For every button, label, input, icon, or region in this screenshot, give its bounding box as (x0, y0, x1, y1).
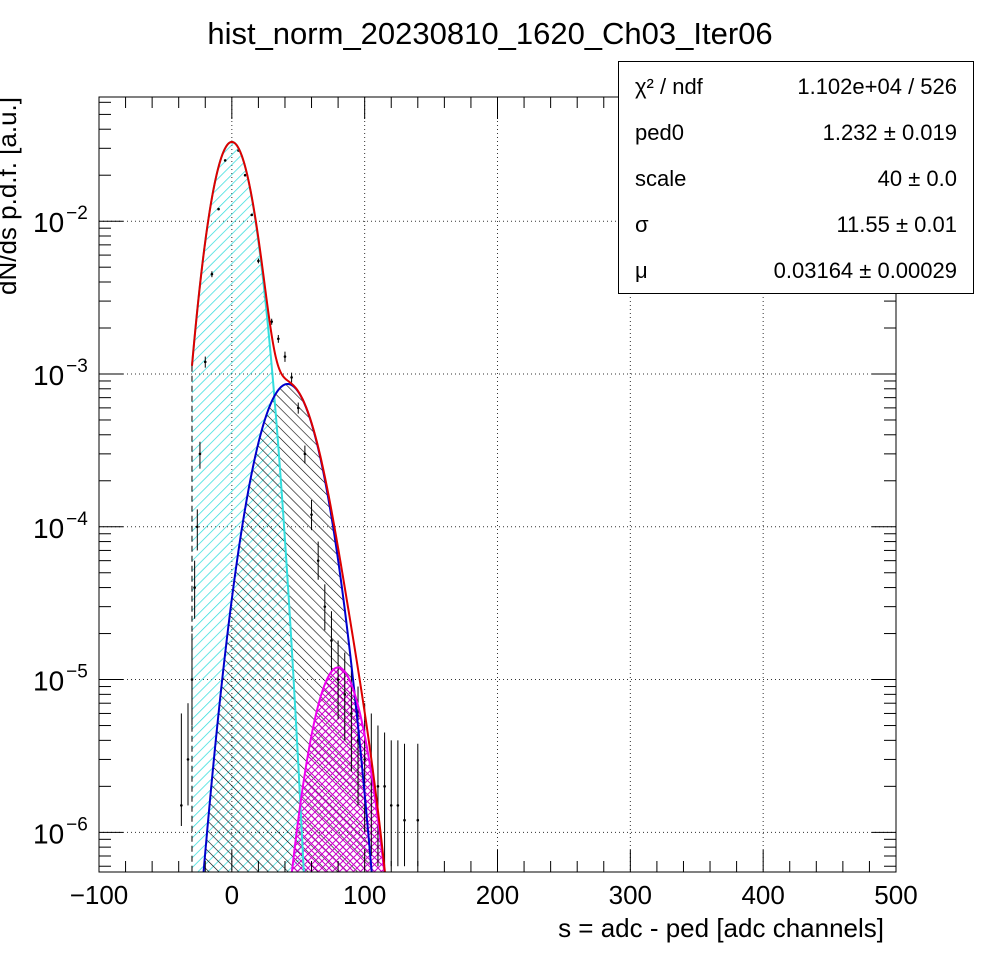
data-point (323, 605, 327, 608)
stats-value: 1.232 ± 0.019 (822, 120, 957, 145)
data-point (389, 804, 393, 807)
x-tick-label: 400 (741, 880, 784, 910)
data-point (316, 559, 320, 562)
stats-row: χ² / ndf 1.102e+04 / 526 (619, 62, 973, 108)
stats-value: 1.102e+04 / 526 (797, 74, 957, 99)
stats-value: 0.03164 ± 0.00029 (773, 258, 957, 283)
data-point (303, 452, 307, 456)
component-curve-2-p-e- (290, 666, 386, 872)
x-tick-label: 200 (476, 880, 519, 910)
data-point (350, 712, 353, 715)
chart-title: hist_norm_20230810_1620_Ch03_Iter06 (207, 16, 772, 51)
y-tick-exponent: −2 (66, 203, 88, 224)
stats-name: ped0 (635, 120, 684, 145)
data-point (186, 758, 190, 761)
data-point (396, 804, 400, 807)
stats-row: scale 40 ± 0.0 (619, 154, 973, 200)
x-tick-label: 100 (343, 880, 386, 910)
stats-name: scale (635, 166, 687, 191)
component-fills (191, 141, 385, 872)
stats-value: 11.55 ± 0.01 (836, 212, 957, 237)
data-point (290, 376, 293, 379)
total-fit-curve (190, 140, 386, 872)
y-tick-exponent: −3 (66, 356, 88, 377)
data-point (296, 406, 300, 410)
fit-curves (190, 140, 386, 872)
data-point (193, 586, 196, 589)
data-point (180, 804, 183, 807)
data-point (217, 207, 220, 211)
y-tick-label: 10 −6 (33, 814, 88, 849)
data-point (250, 213, 254, 217)
stats-row: σ 11.55 ± 0.01 (619, 200, 973, 246)
x-tick-label: 500 (874, 880, 917, 910)
data-point (310, 513, 313, 516)
data-point (343, 693, 347, 696)
y-tick-label: 10 −4 (33, 509, 88, 544)
data-point (383, 785, 386, 788)
y-tick-exponent: −5 (66, 662, 88, 683)
y-tick-exponent: −4 (66, 509, 88, 530)
y-axis-label: dN/ds p.d.f. [a.u.] (0, 97, 22, 295)
data-point (330, 639, 333, 642)
data-point (210, 272, 214, 276)
x-tick-label: 300 (609, 880, 652, 910)
y-tick-label: 10 −3 (33, 356, 88, 391)
data-point (376, 785, 380, 788)
y-tick-exponent: −6 (66, 814, 88, 835)
data-point (257, 259, 260, 263)
data-point (270, 320, 273, 323)
data-point (416, 818, 420, 822)
y-tick-label: 10 −5 (33, 662, 88, 697)
stats-row: μ 0.03164 ± 0.00029 (619, 246, 973, 292)
data-point (336, 678, 340, 681)
x-tick-label: 0 (225, 880, 239, 910)
data-point (223, 159, 227, 162)
stats-value: 40 ± 0.0 (877, 166, 957, 191)
data-points (180, 140, 420, 867)
stats-name: σ (635, 212, 649, 237)
x-tick-label: −100 (70, 880, 129, 910)
y-tick-label: 10 −2 (33, 203, 88, 238)
data-point (198, 452, 202, 456)
data-point (403, 818, 406, 822)
stats-row: ped0 1.232 ± 0.019 (619, 108, 973, 154)
stats-name: χ² / ndf (635, 74, 703, 99)
data-point (243, 173, 247, 177)
data-point (277, 337, 280, 341)
data-point (195, 525, 199, 529)
data-point (363, 758, 366, 761)
data-point (283, 355, 287, 358)
data-point (203, 360, 207, 364)
fit-statistics-box: χ² / ndf 1.102e+04 / 526 ped0 1.232 ± 0.019… (618, 61, 974, 294)
stats-name: μ (635, 258, 648, 283)
x-axis-label: s = adc - ped [adc channels] (558, 913, 884, 943)
